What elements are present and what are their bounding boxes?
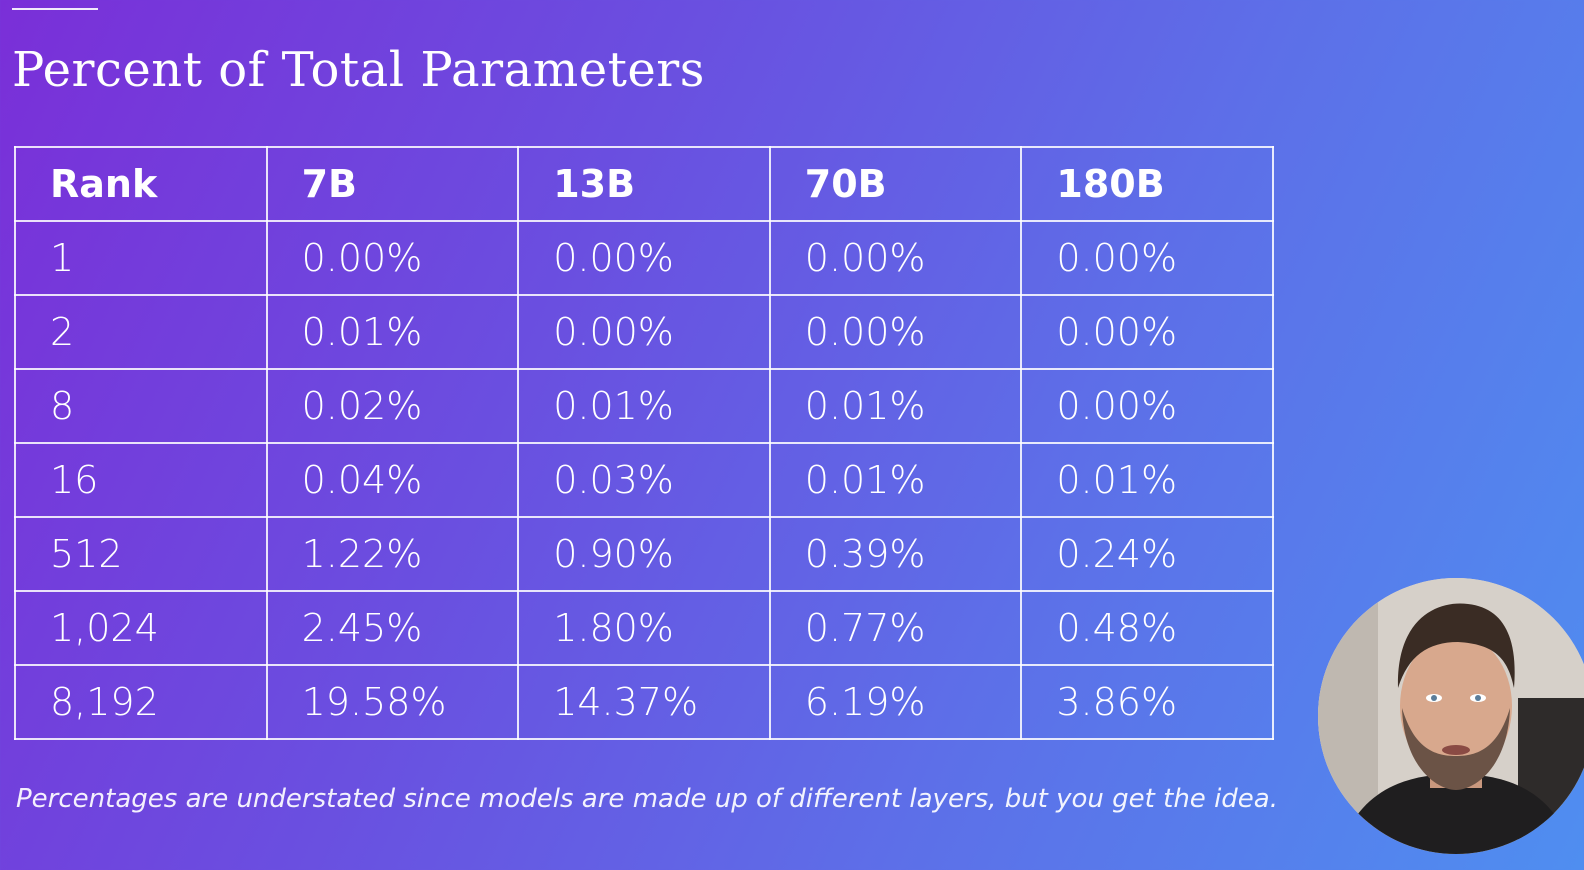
value-cell: 0.39% [768, 516, 1023, 592]
rank-cell: 16 [14, 442, 268, 518]
header-7b: 7B [265, 146, 520, 222]
table-row: 16 0.04% 0.03% 0.01% 0.01% [14, 442, 1274, 518]
parameters-table: Rank 7B 13B 70B 180B 1 0.00% 0.00% 0.00%… [14, 146, 1274, 740]
header-180b: 180B [1020, 146, 1274, 222]
table-row: 2 0.01% 0.00% 0.00% 0.00% [14, 294, 1274, 370]
value-cell: 0.04% [265, 442, 520, 518]
presenter-webcam [1318, 578, 1584, 854]
title-accent-rule [12, 8, 98, 10]
table-row: 1,024 2.45% 1.80% 0.77% 0.48% [14, 590, 1274, 666]
value-cell: 19.58% [265, 664, 520, 740]
value-cell: 0.24% [1020, 516, 1274, 592]
value-cell: 0.03% [517, 442, 771, 518]
value-cell: 14.37% [517, 664, 771, 740]
rank-cell: 2 [14, 294, 268, 370]
table-row: 8 0.02% 0.01% 0.01% 0.00% [14, 368, 1274, 444]
value-cell: 0.01% [517, 368, 771, 444]
header-13b: 13B [517, 146, 771, 222]
value-cell: 0.01% [768, 368, 1023, 444]
slide-title: Percent of Total Parameters [12, 42, 705, 98]
value-cell: 0.00% [1020, 294, 1274, 370]
value-cell: 1.22% [265, 516, 520, 592]
table-row: 1 0.00% 0.00% 0.00% 0.00% [14, 220, 1274, 296]
rank-cell: 8 [14, 368, 268, 444]
value-cell: 0.00% [1020, 368, 1274, 444]
value-cell: 0.00% [517, 294, 771, 370]
table-header-row: Rank 7B 13B 70B 180B [14, 146, 1274, 222]
table-row: 512 1.22% 0.90% 0.39% 0.24% [14, 516, 1274, 592]
value-cell: 0.00% [517, 220, 771, 296]
value-cell: 0.02% [265, 368, 520, 444]
value-cell: 2.45% [265, 590, 520, 666]
value-cell: 0.00% [265, 220, 520, 296]
value-cell: 0.00% [1020, 220, 1274, 296]
rank-cell: 1 [14, 220, 268, 296]
rank-cell: 8,192 [14, 664, 268, 740]
value-cell: 0.90% [517, 516, 771, 592]
presenter-avatar-icon [1318, 578, 1584, 854]
value-cell: 0.01% [265, 294, 520, 370]
value-cell: 1.80% [517, 590, 771, 666]
rank-cell: 1,024 [14, 590, 268, 666]
footnote: Percentages are understated since models… [16, 784, 1278, 814]
value-cell: 0.48% [1020, 590, 1274, 666]
value-cell: 3.86% [1020, 664, 1274, 740]
value-cell: 0.01% [1020, 442, 1274, 518]
value-cell: 0.77% [768, 590, 1023, 666]
header-rank: Rank [14, 146, 268, 222]
value-cell: 0.00% [768, 220, 1023, 296]
value-cell: 0.01% [768, 442, 1023, 518]
header-70b: 70B [768, 146, 1023, 222]
value-cell: 0.00% [768, 294, 1023, 370]
value-cell: 6.19% [768, 664, 1023, 740]
table-row: 8,192 19.58% 14.37% 6.19% 3.86% [14, 664, 1274, 740]
rank-cell: 512 [14, 516, 268, 592]
